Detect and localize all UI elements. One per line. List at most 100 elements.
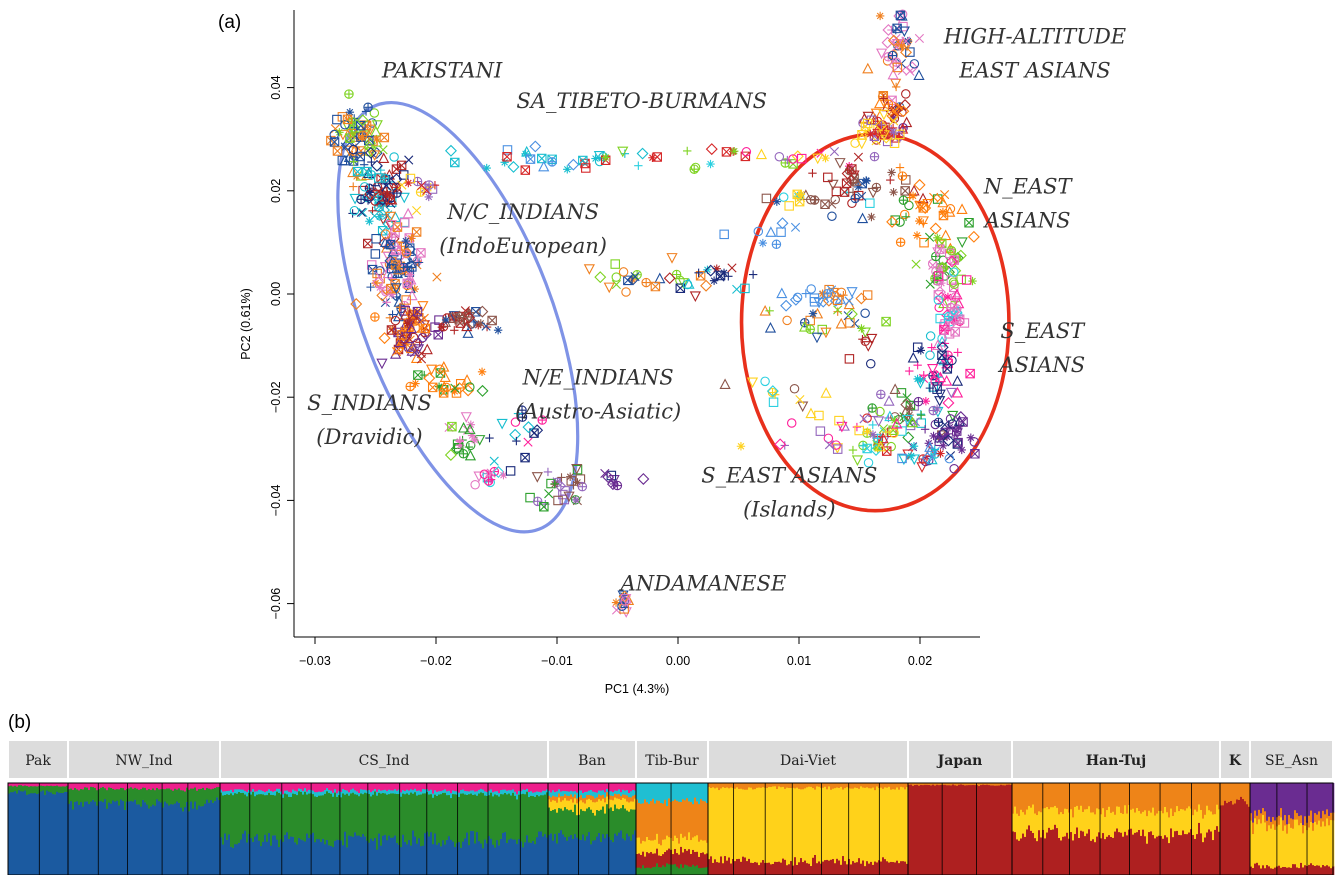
admixture-segment — [400, 792, 403, 797]
admixture-segment — [696, 865, 699, 875]
admixture-segment — [890, 789, 893, 862]
admixture-segment — [530, 795, 533, 843]
admixture-segment — [902, 783, 905, 788]
admixture-segment — [650, 783, 653, 802]
admixture-segment — [486, 791, 489, 796]
admixture-segment — [82, 806, 85, 875]
admixture-segment — [1296, 783, 1299, 814]
admixture-segment — [496, 794, 499, 841]
admixture-segment — [628, 792, 631, 798]
scatter-point — [435, 364, 445, 375]
admixture-segment — [1144, 835, 1147, 875]
admixture-segment — [1048, 783, 1051, 810]
scatter-point — [886, 109, 899, 122]
admixture-segment — [392, 793, 395, 838]
admixture-segment — [1140, 783, 1143, 814]
scatter-point — [572, 464, 583, 475]
admixture-segment — [976, 784, 979, 875]
scatter-point — [862, 290, 873, 300]
admixture-segment — [1252, 822, 1255, 835]
admixture-segment — [156, 787, 159, 800]
admixture-segment — [434, 794, 437, 834]
admixture-segment — [554, 791, 557, 797]
axes-layer — [293, 10, 980, 638]
admixture-segment — [1170, 828, 1173, 875]
admixture-segment — [728, 857, 731, 875]
scatter-point — [889, 428, 899, 438]
admixture-segment — [352, 783, 355, 789]
admixture-segment — [384, 834, 387, 875]
admixture-segment — [1004, 783, 1007, 786]
admixture-segment — [674, 848, 677, 865]
admixture-segment — [1110, 836, 1113, 875]
scatter-point — [870, 444, 883, 456]
admixture-segment — [840, 783, 843, 787]
admixture-segment — [618, 832, 621, 875]
admixture-segment — [1310, 810, 1313, 823]
admixture-segment — [1250, 812, 1253, 821]
admixture-segment — [1256, 823, 1259, 863]
admixture-segment — [1046, 806, 1049, 833]
admixture-segment — [398, 793, 401, 845]
admixture-segment — [646, 836, 649, 853]
admixture-segment — [814, 789, 817, 855]
admixture-segment — [304, 841, 307, 875]
admixture-segment — [242, 789, 245, 793]
admixture-segment — [364, 789, 367, 793]
admixture-segment — [526, 835, 529, 875]
admixture-segment — [328, 783, 331, 790]
admixture-segment — [1124, 804, 1127, 832]
group-annotation: (IndoEuropean) — [439, 234, 607, 258]
admixture-segment — [592, 801, 595, 813]
scatter-point — [895, 163, 905, 172]
admixture-segment — [26, 785, 29, 795]
admixture-segment — [892, 783, 895, 790]
admixture-segment — [328, 789, 331, 794]
admixture-segment — [466, 783, 469, 792]
scatter-point — [900, 186, 910, 196]
admixture-segment — [1302, 783, 1305, 826]
scatter-point — [601, 153, 610, 162]
admixture-segment — [566, 800, 569, 810]
admixture-segment — [702, 867, 705, 875]
admixture-segment — [258, 789, 261, 795]
admixture-segment — [600, 841, 603, 875]
admixture-segment — [1222, 783, 1225, 806]
admixture-segment — [938, 784, 941, 875]
admixture-segment — [444, 789, 447, 793]
admixture-segment — [582, 783, 585, 793]
admixture-segment — [300, 791, 303, 840]
admixture-segment — [404, 783, 407, 791]
admixture-segment — [698, 841, 701, 857]
admixture-segment — [1036, 814, 1039, 842]
admixture-segment — [226, 783, 229, 792]
admixture-segment — [604, 791, 607, 798]
scatter-point — [401, 295, 411, 305]
scatter-point — [492, 466, 505, 478]
admixture-segment — [512, 839, 515, 875]
admixture-segment — [1170, 808, 1173, 829]
admixture-segment — [1026, 829, 1029, 875]
admixture-segment — [446, 794, 449, 840]
scatter-point — [505, 466, 516, 476]
scatter-point — [936, 449, 945, 458]
admixture-segment — [62, 792, 65, 875]
admixture-segment — [770, 783, 773, 788]
admixture-segment — [1294, 863, 1297, 875]
admixture-segment — [546, 789, 549, 793]
admixture-segment — [1298, 824, 1301, 869]
admixture-segment — [370, 838, 373, 875]
admixture-segment — [544, 794, 547, 835]
admixture-segment — [664, 866, 667, 875]
admixture-segment — [1002, 783, 1005, 786]
admixture-segment — [852, 860, 855, 875]
admixture-segment — [600, 783, 603, 791]
admixture-segment — [148, 808, 151, 875]
admixture-segment — [122, 787, 125, 802]
admixture-segment — [870, 788, 873, 862]
admixture-segment — [494, 783, 497, 792]
scatter-point — [550, 479, 559, 489]
admixture-segment — [1022, 783, 1025, 813]
admixture-segment — [544, 833, 547, 875]
admixture-segment — [128, 783, 131, 789]
